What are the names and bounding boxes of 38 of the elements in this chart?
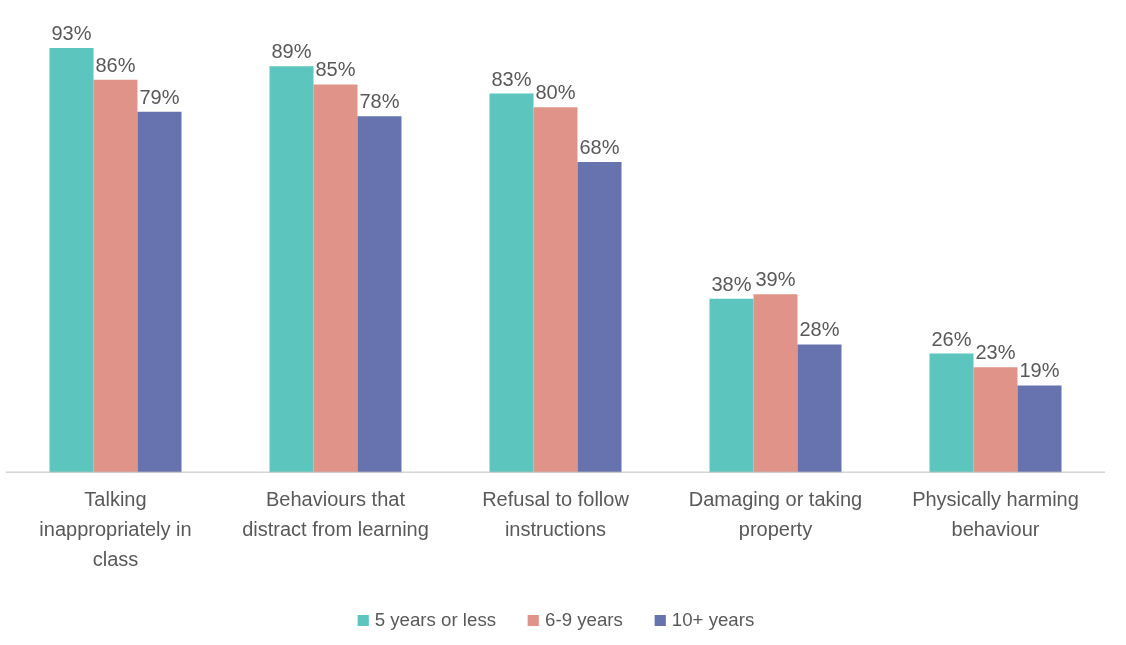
bar [357,116,402,473]
data-label: 38% [711,272,752,295]
x-tick-label: Talking inappropriately in class [39,488,192,570]
bar [137,111,182,473]
x-tick-label: Behaviours that distract from learning [242,488,429,540]
data-label: 68% [579,135,620,158]
bar [93,79,138,473]
x-tick-label: Damaging or taking property [688,488,863,540]
bar [49,47,94,473]
x-tick-label: Physically harming behaviour [912,488,1079,540]
bar [533,107,578,473]
bar [489,93,534,473]
legend-label: 5 years or less [374,609,497,631]
data-label: 19% [1019,359,1060,382]
bar [1017,385,1062,473]
bar [973,367,1018,473]
data-label: 83% [491,67,532,90]
x-tick-label: Refusal to follow instructions [482,488,630,540]
bar [577,161,622,473]
bar [709,298,754,473]
legend-label: 6-9 years [545,609,623,631]
legend-label: 10+ years [671,609,755,631]
bar [753,294,798,473]
data-label: 23% [975,341,1016,364]
bar [797,344,842,473]
data-label: 26% [931,327,972,350]
data-label: 89% [271,40,312,63]
data-label: 86% [95,53,136,76]
data-label: 80% [535,81,576,104]
data-label: 78% [359,90,400,113]
data-label: 39% [755,268,796,291]
bar [269,66,314,473]
data-label: 93% [51,21,92,44]
data-label: 28% [799,318,840,341]
bar [929,353,974,473]
data-label: 85% [315,58,356,81]
bar [313,84,358,473]
data-label: 79% [139,85,180,108]
